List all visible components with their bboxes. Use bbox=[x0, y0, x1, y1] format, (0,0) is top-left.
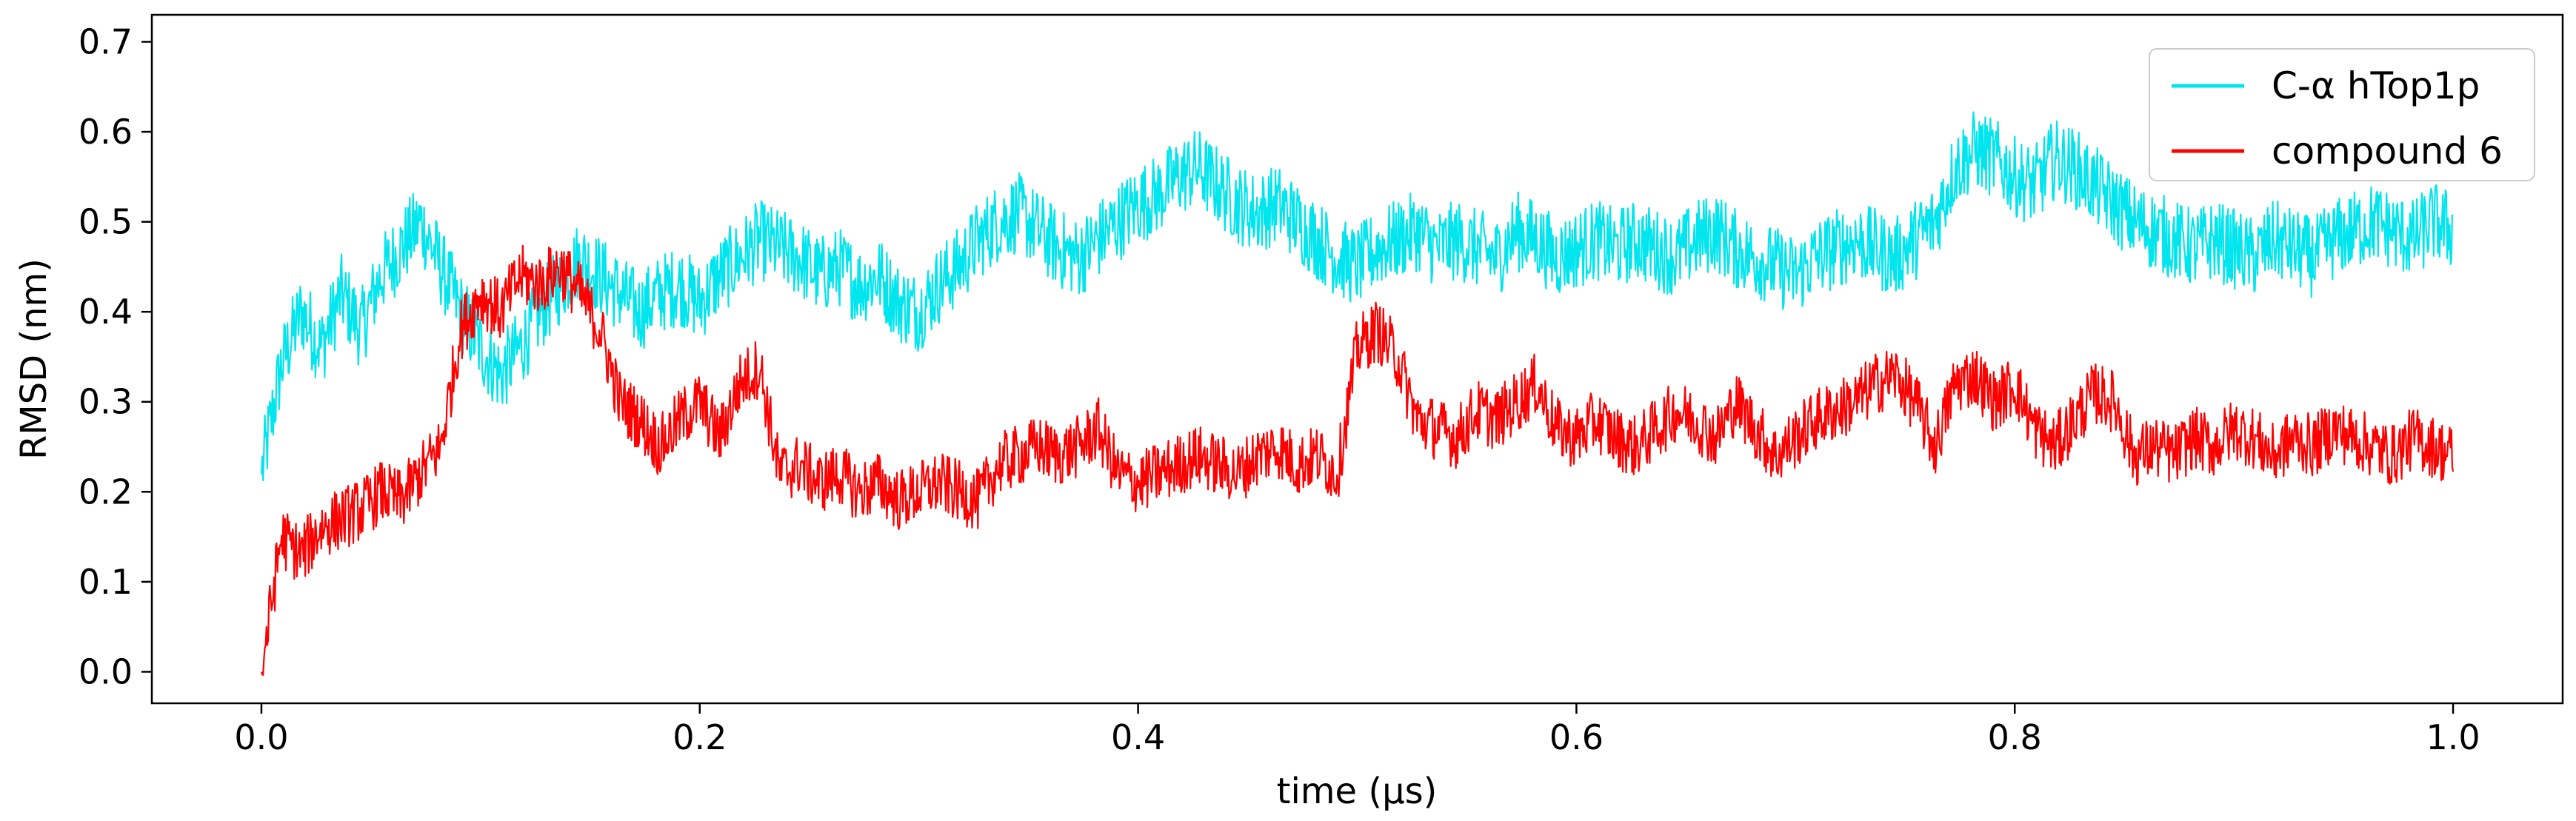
y-tick-label: 0.7 bbox=[79, 21, 133, 61]
y-tick-label: 0.3 bbox=[79, 382, 133, 422]
legend-label: compound 6 bbox=[2272, 130, 2503, 172]
y-tick-label: 0.6 bbox=[79, 112, 133, 152]
x-axis-label: time (µs) bbox=[1277, 771, 1438, 812]
legend-label: C-α hTop1p bbox=[2272, 64, 2480, 107]
plot-area-frame bbox=[150, 13, 2564, 705]
x-tick-label: 0.4 bbox=[1111, 717, 1165, 757]
y-tick-label: 0.1 bbox=[79, 562, 133, 602]
x-tick-label: 0.6 bbox=[1549, 717, 1604, 757]
y-axis-label: RMSD (nm) bbox=[13, 258, 55, 460]
legend-box bbox=[2149, 48, 2535, 181]
y-tick-label: 0.2 bbox=[79, 472, 133, 512]
y-tick-label: 0.0 bbox=[79, 651, 133, 691]
x-tick-label: 1.0 bbox=[2426, 717, 2480, 757]
series-0-trace bbox=[260, 111, 2454, 482]
y-tick-label: 0.5 bbox=[79, 202, 133, 242]
x-axis: 0.0 0.2 0.4 0.6 0.8 1.0 bbox=[234, 703, 2480, 757]
x-tick-label: 0.8 bbox=[1988, 717, 2042, 757]
x-tick-label: 0.0 bbox=[234, 717, 288, 757]
series-layer bbox=[260, 111, 2455, 676]
legend: C-α hTop1p compound 6 bbox=[2149, 48, 2535, 181]
y-tick-label: 0.4 bbox=[79, 292, 133, 332]
y-axis: 0.0 0.1 0.2 0.3 0.4 0.5 0.6 0.7 bbox=[79, 21, 152, 691]
series-1-trace bbox=[260, 244, 2455, 676]
x-tick-label: 0.2 bbox=[673, 717, 727, 757]
